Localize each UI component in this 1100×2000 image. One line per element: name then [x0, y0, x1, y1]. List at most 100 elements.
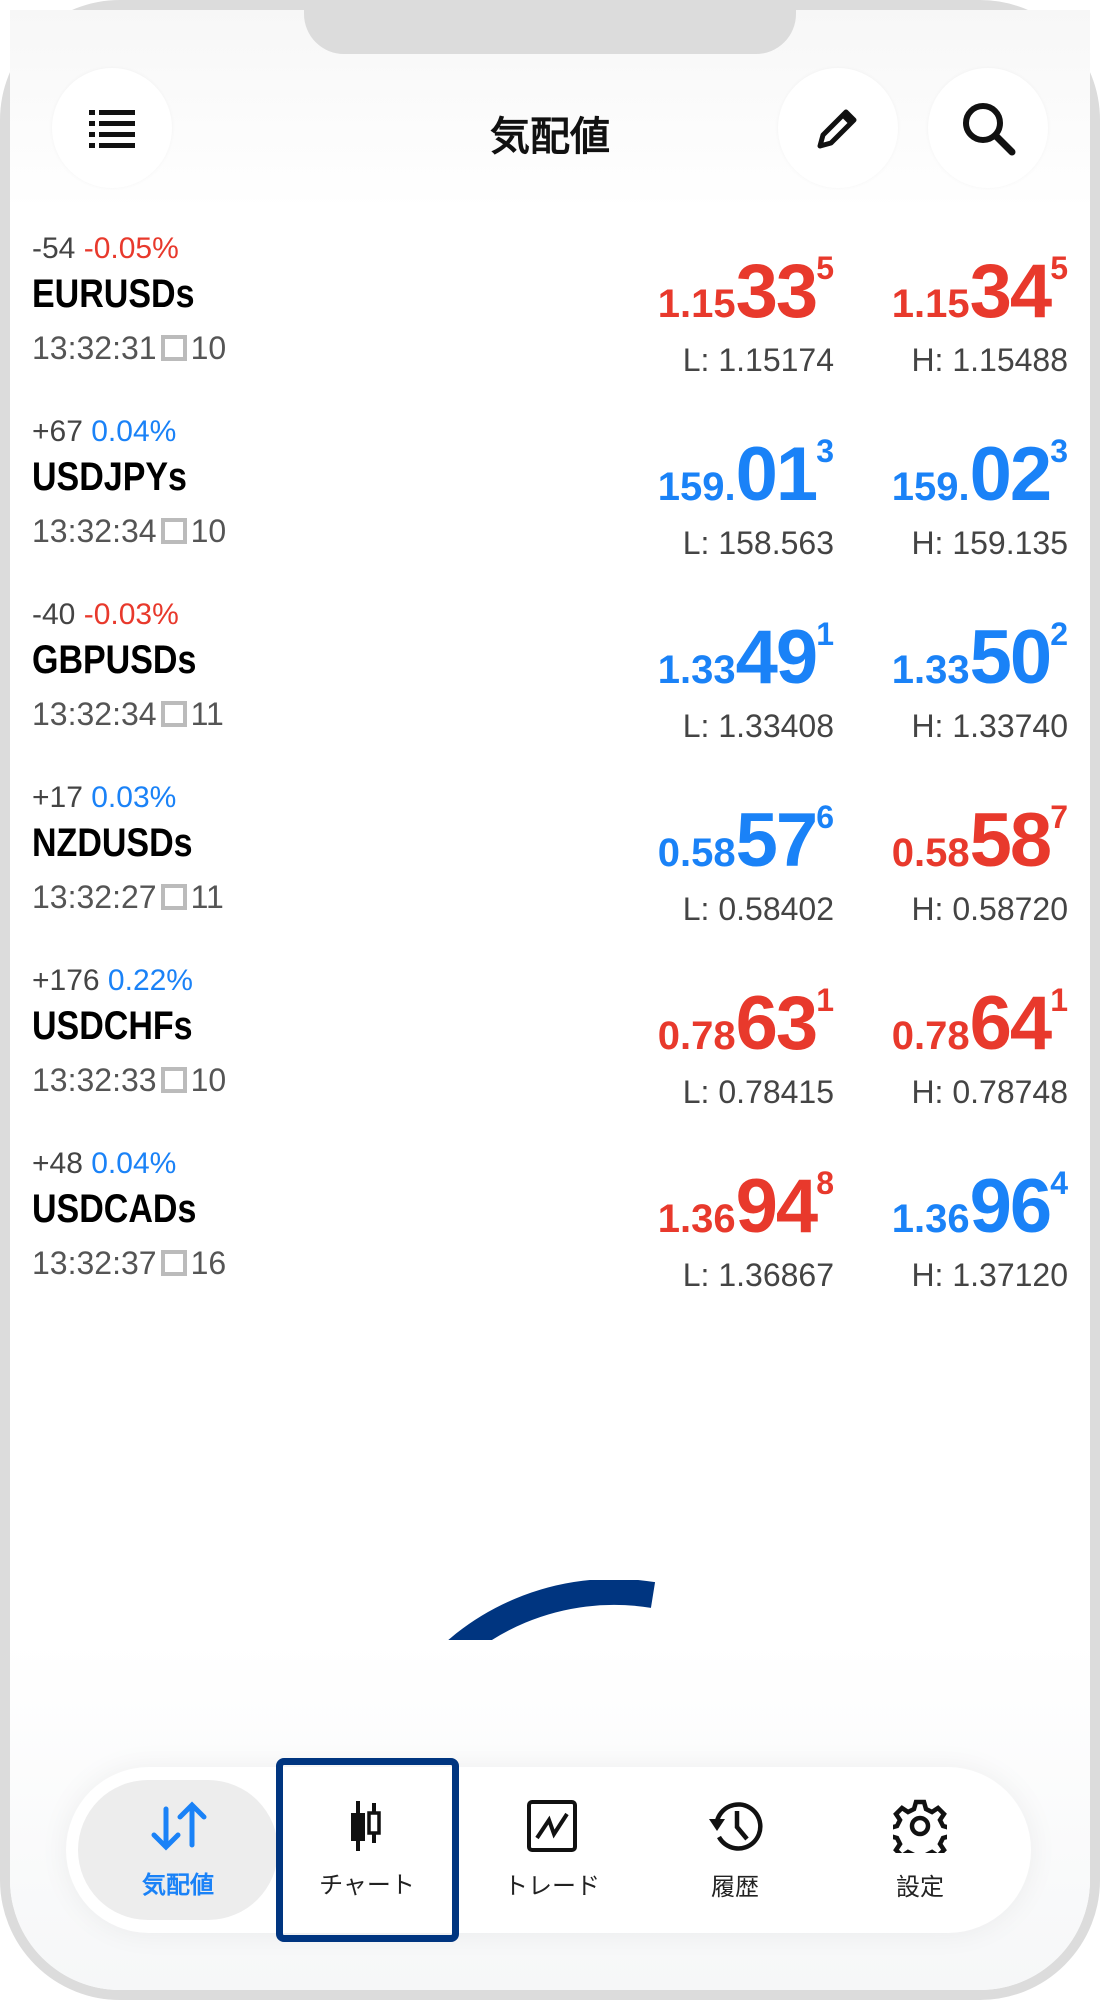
quote-time-spread: 13:32:34 10 — [32, 513, 226, 550]
price-pip: 3 — [1050, 433, 1068, 469]
tab-label: トレード — [504, 1872, 600, 1900]
quote-time: 13:32:37 — [32, 1245, 157, 1281]
price-prefix: 0.78 — [657, 1014, 736, 1058]
quote-time-spread: 13:32:27 11 — [32, 879, 224, 916]
change: +48 0.04% — [32, 1147, 176, 1181]
tab-label: チャート — [319, 1871, 415, 1899]
price-prefix: 1.36 — [891, 1197, 970, 1241]
ask-price[interactable]: 1.36964 — [892, 1163, 1068, 1250]
edit-button[interactable] — [778, 68, 898, 188]
spread-icon — [160, 701, 187, 727]
spread: 11 — [190, 696, 224, 732]
bid-price[interactable]: 0.78631 — [658, 980, 834, 1067]
spread: 11 — [190, 879, 224, 915]
symbol: USDJPYs — [32, 455, 187, 499]
price-big-digits: 64 — [969, 981, 1053, 1066]
bid-price[interactable]: 159.013 — [658, 431, 834, 518]
price-pip: 2 — [1050, 616, 1068, 652]
ask-price[interactable]: 1.33502 — [892, 614, 1068, 701]
ask-price[interactable]: 0.58587 — [892, 797, 1068, 884]
price-pip: 8 — [816, 1165, 834, 1201]
tab-quotes[interactable]: 気配値 — [88, 1767, 268, 1933]
tab-history[interactable]: 履歴 — [645, 1767, 825, 1933]
ask-price[interactable]: 1.15345 — [892, 248, 1068, 335]
price-prefix: 1.33 — [891, 648, 970, 692]
price-big-digits: 94 — [735, 1164, 819, 1249]
low-price: L: 1.36867 — [682, 1257, 834, 1293]
price-big-digits: 49 — [735, 615, 819, 700]
quote-row[interactable]: -40 -0.03% GBPUSDs 13:32:34 11 1.33491 1.3… — [0, 588, 1100, 771]
price-prefix: 1.15 — [891, 282, 970, 326]
high-price: H: 1.15488 — [911, 342, 1068, 378]
price-pip: 4 — [1050, 1165, 1068, 1201]
quote-row[interactable]: -54 -0.05% EURUSDs 13:32:31 10 1.15335 1.1… — [0, 222, 1100, 405]
price-pip: 3 — [816, 433, 834, 469]
history-icon — [709, 1801, 763, 1851]
quote-row[interactable]: +176 0.22% USDCHFs 13:32:33 10 0.78631 0.7… — [0, 954, 1100, 1137]
list-button[interactable] — [52, 68, 172, 188]
spread-icon — [160, 1067, 187, 1093]
spread: 10 — [190, 513, 227, 549]
low-price: L: 0.58402 — [682, 891, 834, 927]
change: +67 0.04% — [32, 415, 176, 449]
symbol: GBPUSDs — [32, 638, 197, 682]
price-pip: 1 — [816, 982, 834, 1018]
price-pip: 5 — [816, 250, 834, 286]
bid-price[interactable]: 1.15335 — [658, 248, 834, 335]
symbol: EURUSDs — [32, 272, 195, 316]
bid-price[interactable]: 1.33491 — [658, 614, 834, 701]
change-percent: -0.03% — [83, 598, 179, 631]
tab-chart[interactable]: チャート — [277, 1767, 457, 1933]
price-big-digits: 01 — [735, 432, 819, 517]
price-big-digits: 57 — [735, 798, 819, 883]
price-big-digits: 96 — [969, 1164, 1053, 1249]
low-price: L: 0.78415 — [682, 1074, 834, 1110]
quote-row[interactable]: +17 0.03% NZDUSDs 13:32:27 11 0.58576 0.58… — [0, 771, 1100, 954]
change-percent: -0.05% — [83, 232, 179, 265]
spread-icon — [160, 884, 187, 910]
ask-price[interactable]: 0.78641 — [892, 980, 1068, 1067]
quote-time-spread: 13:32:34 11 — [32, 696, 224, 733]
price-big-digits: 58 — [969, 798, 1053, 883]
tab-label: 設定 — [896, 1873, 944, 1901]
tab-settings[interactable]: 設定 — [830, 1767, 1010, 1933]
price-prefix: 159. — [891, 465, 970, 509]
high-price: H: 1.37120 — [911, 1257, 1068, 1293]
price-prefix: 1.15 — [657, 282, 736, 326]
price-big-digits: 63 — [735, 981, 819, 1066]
list-icon — [89, 110, 135, 148]
trade-chart-icon — [527, 1799, 577, 1852]
change: +17 0.03% — [32, 781, 176, 815]
change-points: +176 — [32, 964, 100, 997]
change-points: +17 — [32, 781, 83, 814]
low-price: L: 1.15174 — [682, 342, 834, 378]
price-big-digits: 50 — [969, 615, 1053, 700]
bid-price[interactable]: 0.58576 — [658, 797, 834, 884]
low-price: L: 158.563 — [682, 525, 834, 561]
spread: 10 — [190, 330, 227, 366]
quote-row[interactable]: +67 0.04% USDJPYs 13:32:34 10 159.013 159.… — [0, 405, 1100, 588]
change-percent: 0.04% — [91, 1147, 177, 1180]
page-title: 気配値 — [490, 115, 610, 159]
quote-row[interactable]: +48 0.04% USDCADs 13:32:37 16 1.36948 1.36… — [0, 1137, 1100, 1320]
quote-time-spread: 13:32:33 10 — [32, 1062, 226, 1099]
price-pip: 1 — [816, 616, 834, 652]
price-prefix: 0.78 — [891, 1014, 970, 1058]
price-pip: 1 — [1050, 982, 1068, 1018]
change-points: -54 — [32, 232, 76, 265]
price-big-digits: 34 — [969, 249, 1053, 334]
low-price: L: 1.33408 — [682, 708, 834, 744]
tab-trade[interactable]: トレード — [462, 1767, 642, 1933]
change: -54 -0.05% — [32, 232, 179, 266]
change-percent: 0.22% — [107, 964, 193, 997]
symbol: USDCHFs — [32, 1004, 193, 1048]
ask-price[interactable]: 159.023 — [892, 431, 1068, 518]
change: +176 0.22% — [32, 964, 193, 998]
bid-price[interactable]: 1.36948 — [658, 1163, 834, 1250]
change-points: +67 — [32, 415, 83, 448]
highlight-box — [276, 1758, 459, 1942]
price-big-digits: 33 — [735, 249, 819, 334]
search-button[interactable] — [928, 68, 1048, 188]
symbol: USDCADs — [32, 1187, 197, 1231]
gear-icon — [893, 1799, 947, 1853]
